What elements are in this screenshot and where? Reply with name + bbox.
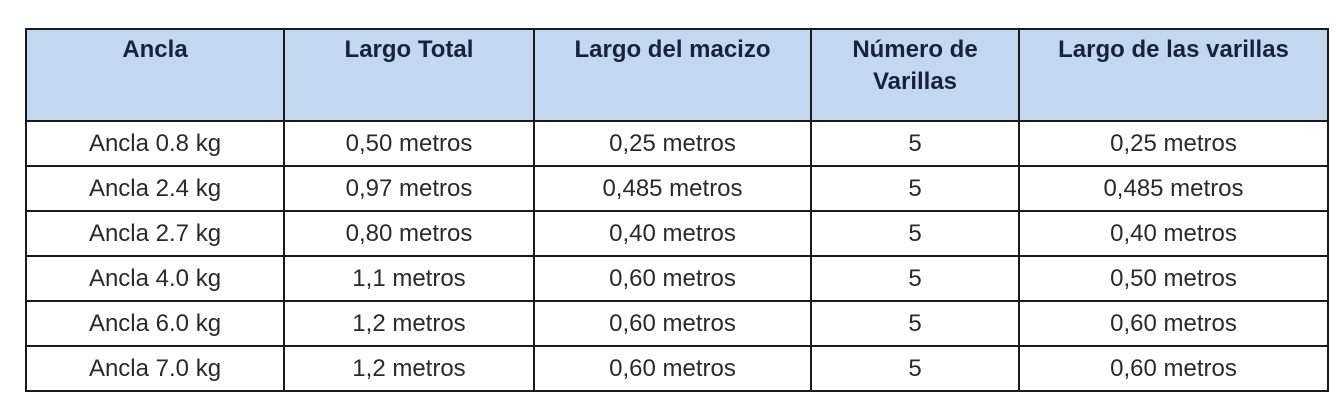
table-cell: 5 bbox=[810, 165, 1020, 212]
table-row: Ancla 6.0 kg 1,2 metros 0,60 metros 5 0,60 m… bbox=[25, 300, 1329, 347]
table-cell: 0,25 metros bbox=[1018, 120, 1329, 167]
table-cell: Ancla 6.0 kg bbox=[25, 300, 285, 347]
table-cell: 0,485 metros bbox=[1018, 165, 1329, 212]
table-cell: 0,60 metros bbox=[533, 255, 812, 302]
table-cell: 1,2 metros bbox=[283, 345, 535, 392]
table-cell: Ancla 4.0 kg bbox=[25, 255, 285, 302]
table-row: Ancla 4.0 kg 1,1 metros 0,60 metros 5 0,50 m… bbox=[25, 255, 1329, 302]
table-row: Ancla 2.4 kg 0,97 metros 0,485 metros 5 0,48… bbox=[25, 165, 1329, 212]
table-cell: 0,60 metros bbox=[1018, 300, 1329, 347]
header-row: Ancla Largo Total Largo del macizo Número d… bbox=[25, 28, 1329, 122]
table-cell: 0,60 metros bbox=[533, 345, 812, 392]
table-cell: 0,40 metros bbox=[1018, 210, 1329, 257]
table-cell: 0,50 metros bbox=[1018, 255, 1329, 302]
column-header: Largo del macizo bbox=[533, 28, 812, 122]
table-cell: 0,60 metros bbox=[533, 300, 812, 347]
table-cell: 5 bbox=[810, 345, 1020, 392]
table-cell: 5 bbox=[810, 120, 1020, 167]
table-cell: 5 bbox=[810, 210, 1020, 257]
table-row: Ancla 0.8 kg 0,50 metros 0,25 metros 5 0,25 … bbox=[25, 120, 1329, 167]
column-header: Largo de las varillas bbox=[1018, 28, 1329, 122]
table-cell: 5 bbox=[810, 255, 1020, 302]
table-cell: 0,50 metros bbox=[283, 120, 535, 167]
table-cell: Ancla 2.4 kg bbox=[25, 165, 285, 212]
table-cell: Ancla 7.0 kg bbox=[25, 345, 285, 392]
anchor-specs-table: Ancla Largo Total Largo del macizo Número d… bbox=[25, 28, 1329, 392]
table-cell: 0,80 metros bbox=[283, 210, 535, 257]
table-cell: 0,97 metros bbox=[283, 165, 535, 212]
table-cell: 1,1 metros bbox=[283, 255, 535, 302]
table-cell: 5 bbox=[810, 300, 1020, 347]
column-header: Ancla bbox=[25, 28, 285, 122]
table-row: Ancla 7.0 kg 1,2 metros 0,60 metros 5 0,60 m… bbox=[25, 345, 1329, 392]
table-row: Ancla 2.7 kg 0,80 metros 0,40 metros 5 0,40 … bbox=[25, 210, 1329, 257]
table-cell: 0,485 metros bbox=[533, 165, 812, 212]
table-cell: 1,2 metros bbox=[283, 300, 535, 347]
table-cell: 0,60 metros bbox=[1018, 345, 1329, 392]
table-cell: 0,40 metros bbox=[533, 210, 812, 257]
column-header: Largo Total bbox=[283, 28, 535, 122]
column-header: Número de Varillas bbox=[810, 28, 1020, 122]
table-cell: 0,25 metros bbox=[533, 120, 812, 167]
table-cell: Ancla 0.8 kg bbox=[25, 120, 285, 167]
table-cell: Ancla 2.7 kg bbox=[25, 210, 285, 257]
